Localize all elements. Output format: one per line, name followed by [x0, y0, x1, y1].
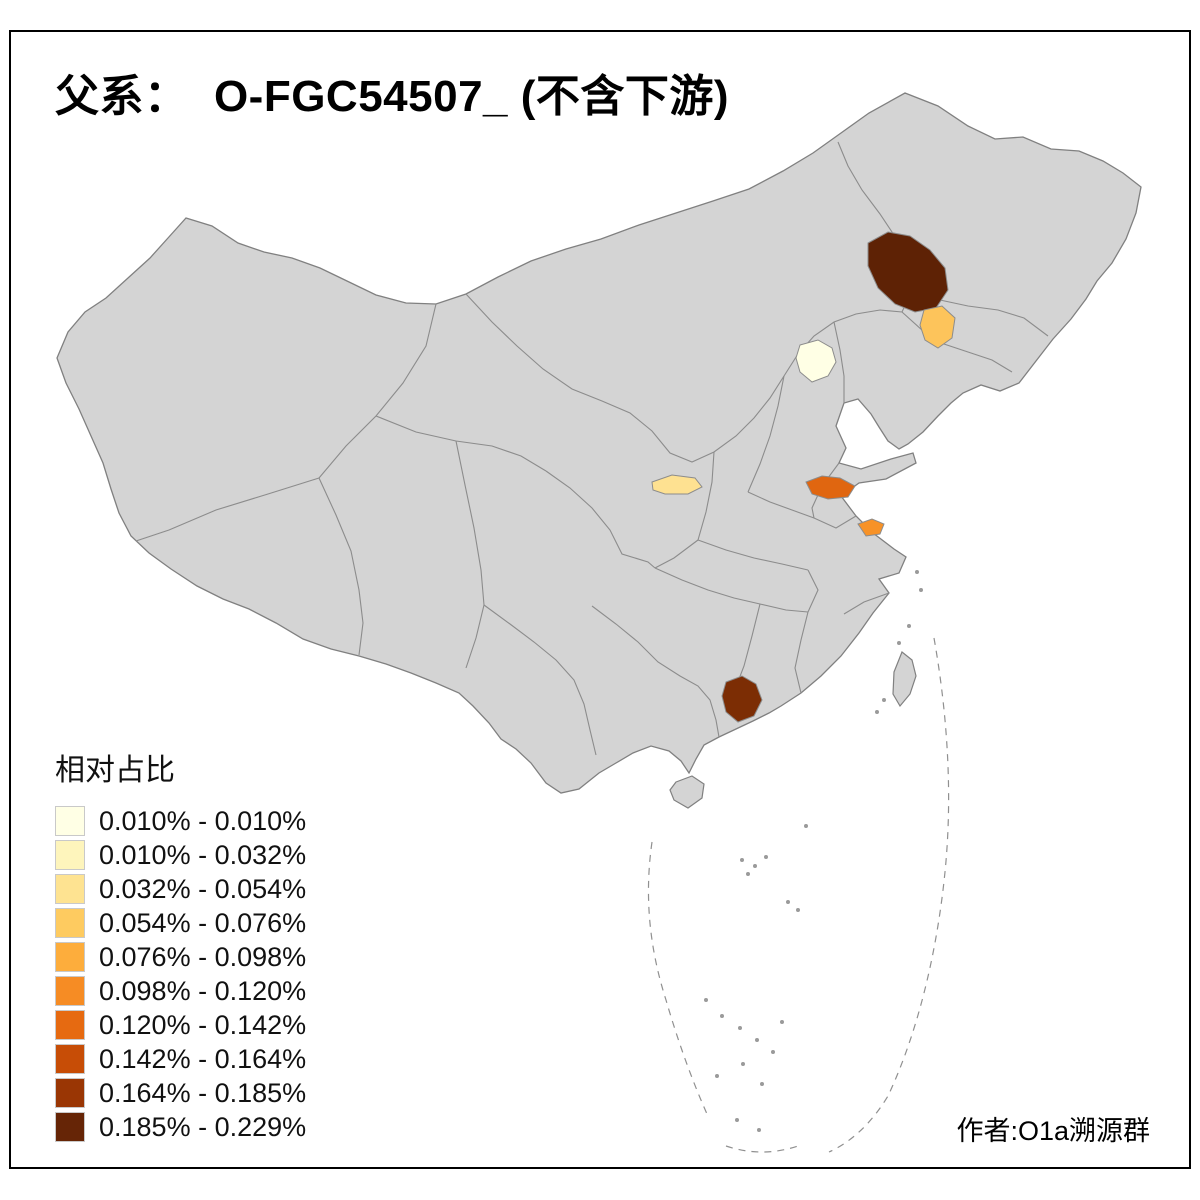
sea-dash-left [647, 841, 708, 1115]
choropleth-region-beijing [795, 339, 837, 383]
legend-label: 0.142% - 0.164% [99, 1043, 307, 1074]
legend: 相对占比 0.010% - 0.010% 0.010% - 0.032% 0.0… [55, 752, 306, 1144]
legend-row: 0.164% - 0.185% [55, 1076, 306, 1110]
legend-label: 0.010% - 0.010% [99, 805, 307, 836]
choropleth-region-shaanxi [651, 474, 703, 495]
legend-row: 0.120% - 0.142% [55, 1008, 306, 1042]
sea-dash-bottom [725, 1145, 799, 1153]
legend-label: 0.164% - 0.185% [99, 1077, 307, 1108]
legend-label: 0.120% - 0.142% [99, 1009, 307, 1040]
legend-swatch [55, 1044, 85, 1074]
choropleth-region-east-small [857, 518, 885, 537]
map-title: 父系： O-FGC54507_ (不含下游) [55, 72, 730, 121]
legend-swatch [55, 908, 85, 938]
legend-swatch [55, 806, 85, 836]
legend-row: 0.185% - 0.229% [55, 1110, 306, 1144]
legend-row: 0.142% - 0.164% [55, 1042, 306, 1076]
legend-label: 0.185% - 0.229% [99, 1111, 307, 1142]
legend-swatch [55, 874, 85, 904]
legend-row: 0.054% - 0.076% [55, 906, 306, 940]
legend-row: 0.098% - 0.120% [55, 974, 306, 1008]
attribution-text: 作者:O1a溯源群 [956, 1116, 1150, 1146]
legend-swatch [55, 1078, 85, 1108]
legend-label: 0.076% - 0.098% [99, 941, 307, 972]
sea-dash-right [828, 637, 950, 1153]
choropleth-region-ne-light [919, 305, 956, 349]
legend-row: 0.076% - 0.098% [55, 940, 306, 974]
choropleth-region-ne-dark [867, 231, 949, 313]
legend-label: 0.010% - 0.032% [99, 839, 307, 870]
legend-swatch [55, 976, 85, 1006]
legend-row: 0.010% - 0.032% [55, 838, 306, 872]
choropleth-region-east [805, 475, 856, 500]
legend-label: 0.054% - 0.076% [99, 907, 307, 938]
legend-swatch [55, 1112, 85, 1142]
legend-title: 相对占比 [55, 754, 175, 787]
highlighted-regions [651, 231, 956, 723]
south-china-sea-boundary [647, 637, 950, 1153]
mainland-china [56, 92, 1142, 794]
taiwan-island [892, 651, 917, 708]
legend-label: 0.032% - 0.054% [99, 873, 307, 904]
legend-row: 0.010% - 0.010% [55, 804, 306, 838]
small-islands [704, 570, 923, 1132]
plot-border [9, 30, 1191, 1169]
legend-row: 0.032% - 0.054% [55, 872, 306, 906]
legend-swatch [55, 942, 85, 972]
legend-swatch [55, 1010, 85, 1040]
hainan-island [669, 775, 705, 809]
legend-swatch [55, 840, 85, 870]
legend-label: 0.098% - 0.120% [99, 975, 307, 1006]
province-borders [135, 141, 1049, 756]
landmass-group [56, 92, 1142, 809]
choropleth-region-south [721, 675, 763, 723]
